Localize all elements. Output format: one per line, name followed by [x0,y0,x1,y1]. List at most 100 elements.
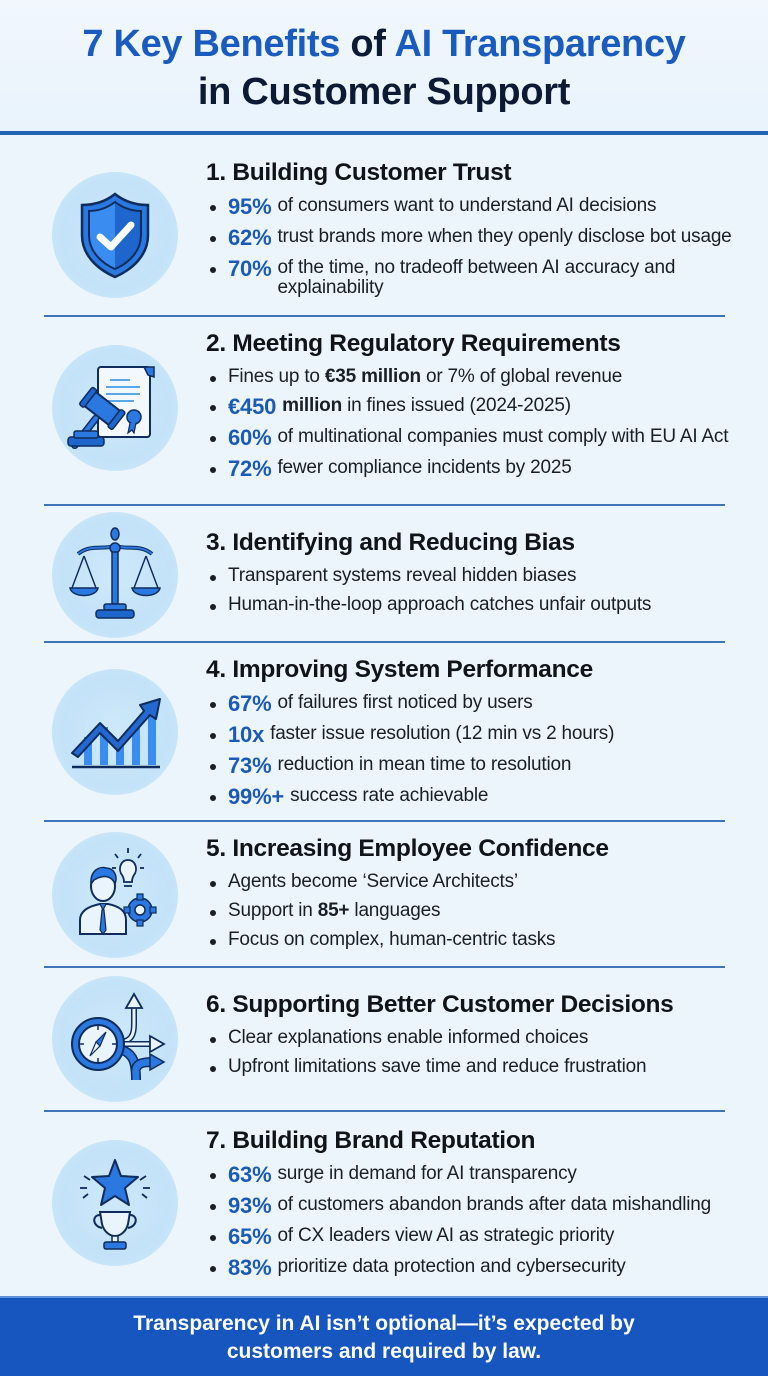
stat-value: 73% [228,753,272,778]
section-reducing-bias: 3. Identifying and Reducing Bias Transpa… [0,506,768,642]
list-item: 72% fewer compliance incidents by 2025 [206,458,748,480]
footer-line-1: Transparency in AI isn’t optional—it’s e… [133,1312,635,1335]
section-regulatory-requirements: 2. Meeting Regulatory Requirements Fines… [0,317,768,505]
section-content: 1. Building Customer Trust 95% of consume… [206,158,748,307]
section-title: 7. Building Brand Reputation [206,1127,536,1154]
bullet-text: success rate achievable [290,785,489,806]
section-content: 7. Building Brand Reputation 63% surge in… [206,1126,748,1288]
bullet-text: surge in demand for AI transparency [277,1163,577,1184]
stat-value: 95% [228,194,272,219]
bullet-list: Fines up to €35 million or 7% of global … [206,367,748,480]
list-item: 65% of CX leaders view AI as strategic pr… [206,1226,748,1248]
section-divider [44,315,725,317]
icon-circle [52,832,178,958]
section-title: 4. Improving System Performance [206,656,593,683]
shield-check-icon [80,192,150,279]
list-item: Clear explanations enable informed choic… [206,1028,748,1048]
list-item: Fines up to €35 million or 7% of global … [206,367,748,387]
stat-value: 70% [228,256,272,281]
section-system-performance: 4. Improving System Performance 67% of fa… [0,643,768,821]
section-title: 2. Meeting Regulatory Requirements [206,330,621,357]
bullet-text: Transparent systems reveal hidden biases [228,565,577,586]
bullet-text-bold: €35 million [324,366,421,387]
balance-scale-icon [69,527,161,619]
bullet-text-suffix: languages [349,900,441,921]
list-item: Transparent systems reveal hidden biases [206,566,748,586]
bullet-text: reduction in mean time to resolution [277,754,572,775]
section-divider [44,641,725,643]
list-item: 70% of the time, no tradeoff between AI a… [206,258,748,298]
stat-value: 62% [228,225,272,250]
section-content: 3. Identifying and Reducing Bias Transpa… [206,528,748,624]
icon-circle [52,669,178,795]
bullet-text-suffix: in fines issued (2024-2025) [341,395,571,416]
list-item: Support in 85+ languages [206,901,748,921]
list-item: 95% of consumers want to understand AI de… [206,196,748,218]
bullet-text: Fines up to €35 million or 7% of global … [228,367,748,387]
bullet-text: prioritize data protection and cybersecu… [277,1256,626,1277]
bullet-list: Transparent systems reveal hidden biases… [206,566,748,615]
list-item: 67% of failures first noticed by users [206,693,748,715]
bullet-list: Clear explanations enable informed choic… [206,1028,748,1077]
section-title: 1. Building Customer Trust [206,159,512,186]
list-item: 62% trust brands more when they openly di… [206,227,748,249]
header-divider [0,131,768,135]
stat-value: 83% [228,1255,272,1280]
gavel-document-icon [67,366,155,450]
bullet-text-bold: million [282,395,342,416]
stat-value: 63% [228,1162,272,1187]
section-content: 6. Supporting Better Customer Decisions … [206,990,748,1086]
bullet-text: of multinational companies must comply w… [277,426,729,447]
icon-circle [52,1140,178,1266]
section-divider [44,966,725,968]
section-title: 5. Increasing Employee Confidence [206,835,609,862]
bullet-list: Agents become ‘Service Architects’ Suppo… [206,872,748,950]
bullet-text: of customers abandon brands after data m… [277,1194,712,1215]
stat-value: 65% [228,1224,272,1249]
bullet-text: fewer compliance incidents by 2025 [277,457,572,478]
page-header: 7 Key Benefits of AI Transparency in Cus… [0,0,768,132]
section-content: 4. Improving System Performance 67% of fa… [206,655,748,817]
bullet-text: Clear explanations enable informed choic… [228,1027,589,1048]
bullet-text: of CX leaders view AI as strategic prior… [277,1225,615,1246]
list-item: 99%+ success rate achievable [206,786,748,808]
list-item: 83% prioritize data protection and cybers… [206,1257,748,1279]
star-trophy-icon [80,1159,150,1250]
section-title: 6. Supporting Better Customer Decisions [206,991,674,1018]
section-customer-decisions: 6. Supporting Better Customer Decisions … [0,968,768,1110]
list-item: €450 million in fines issued (2024-2025) [206,396,748,418]
title-highlight-benefits: 7 Key Benefits [82,23,351,65]
section-employee-confidence: 5. Increasing Employee Confidence Agents… [0,822,768,966]
bullet-text-prefix: Support in [228,900,318,921]
stat-value: 60% [228,425,272,450]
stat-value: 10x [228,722,265,747]
bullet-text-prefix: Fines up to [228,366,325,387]
section-brand-reputation: 7. Building Brand Reputation 63% surge in… [0,1112,768,1292]
bullet-text: of failures first noticed by users [277,692,533,713]
icon-circle [52,976,178,1102]
trending-up-chart-icon [71,698,161,769]
bullet-text: Agents become ‘Service Architects’ [228,871,518,892]
list-item: Agents become ‘Service Architects’ [206,872,748,892]
list-item: Upfront limitations save time and reduce… [206,1057,748,1077]
section-divider [44,820,725,822]
bullet-text: million in fines issued (2024-2025) [282,396,748,416]
page-title-line-2: in Customer Support [197,71,571,113]
bullet-text-suffix: or 7% of global revenue [420,366,623,387]
stat-value: €450 [228,394,277,419]
footer-banner: Transparency in AI isn’t optional—it’s e… [0,1296,768,1376]
stat-value: 93% [228,1193,272,1218]
bullet-text: trust brands more when they openly discl… [277,226,732,247]
title-connector: of [350,23,395,65]
bullet-list: 95% of consumers want to understand AI de… [206,196,748,298]
bullet-text-bold: 85+ [317,900,350,921]
section-divider [44,1110,725,1112]
section-customer-trust: 1. Building Customer Trust 95% of consume… [0,148,768,316]
bullet-text: Support in 85+ languages [228,901,748,921]
stat-value: 72% [228,456,272,481]
icon-circle [52,345,178,471]
stat-value: 99%+ [228,784,285,809]
section-title: 3. Identifying and Reducing Bias [206,529,575,556]
bullet-text: Upfront limitations save time and reduce… [228,1056,647,1077]
bullet-text: of consumers want to understand AI decis… [277,195,657,216]
